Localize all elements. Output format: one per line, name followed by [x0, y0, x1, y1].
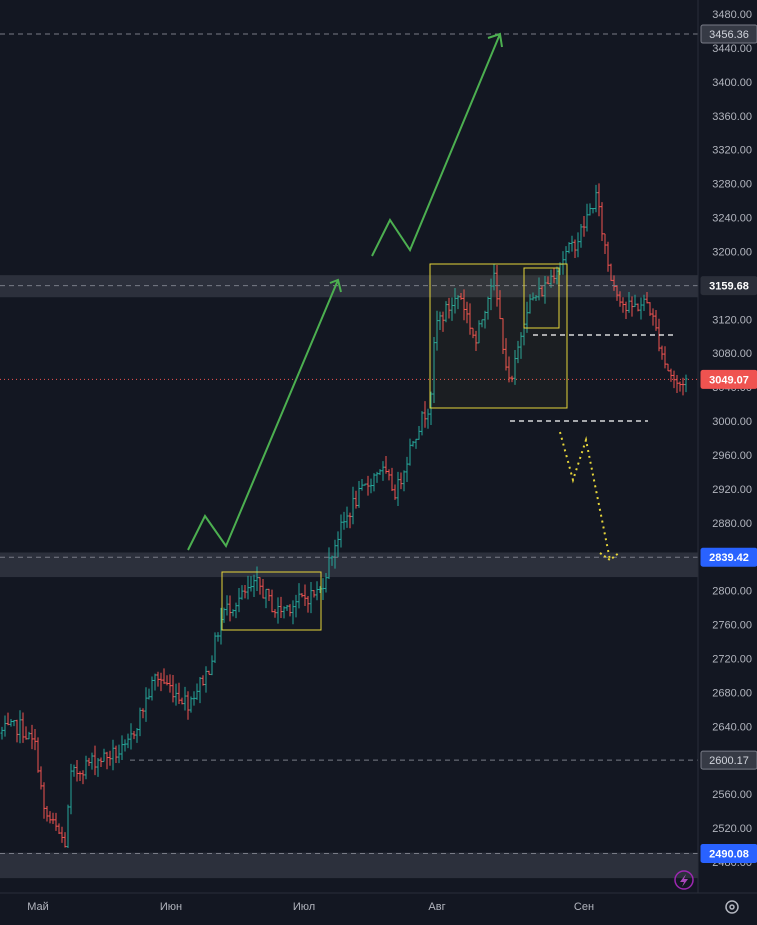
y-tick-label: 2760.00: [712, 620, 752, 632]
y-tick-label: 2960.00: [712, 450, 752, 462]
settings-icon-inner: [729, 904, 735, 910]
lightning-icon[interactable]: [674, 870, 694, 890]
arrow-head: [329, 278, 342, 293]
y-tick-label: 3080.00: [712, 348, 752, 360]
y-tick-label: 3440.00: [712, 43, 752, 55]
x-tick-label: Июл: [293, 901, 315, 913]
lightning-icon-ring: [674, 870, 694, 890]
projection-up-path: [371, 33, 501, 257]
y-tick-label: 2880.00: [712, 518, 752, 530]
y-tick-label: 3240.00: [712, 213, 752, 225]
price-label-bg: [700, 369, 757, 389]
price-label: 2839.42: [709, 552, 749, 564]
consolidation-box: [221, 571, 322, 631]
y-tick-label: 3480.00: [712, 9, 752, 21]
toolbar-icons[interactable]: [674, 870, 739, 914]
x-tick-label: Май: [27, 901, 49, 913]
y-tick-label: 3320.00: [712, 145, 752, 157]
price-zone: [0, 852, 698, 879]
consolidation-box: [523, 267, 560, 329]
y-tick-label: 2520.00: [712, 823, 752, 835]
y-tick-label: 3280.00: [712, 179, 752, 191]
price-label: 2600.17: [709, 755, 749, 767]
x-axis: Май Июн Июл Авг Сен: [0, 892, 757, 913]
y-tick-label: 3120.00: [712, 314, 752, 326]
settings-icon-outer: [725, 900, 739, 914]
x-tick-label: Сен: [574, 901, 594, 913]
y-tick-label: 2720.00: [712, 653, 752, 665]
arrow-head: [487, 32, 503, 48]
price-zone: [0, 275, 698, 298]
y-tick-label: 3200.00: [712, 246, 752, 258]
settings-icon[interactable]: [725, 900, 739, 914]
price-label-bg: [700, 276, 757, 296]
price-labels: 3456.36 3159.68 3049.07 2839.42 2600.17 2490.…: [700, 24, 757, 863]
price-label: 3049.07: [709, 374, 749, 386]
price-label-bg: [700, 750, 757, 770]
y-tick-label: 2560.00: [712, 789, 752, 801]
price-label: 3159.68: [709, 281, 749, 293]
price-label-bg: [700, 843, 757, 863]
level-lines: [0, 33, 698, 854]
annotations: [187, 32, 675, 631]
consolidation-box: [429, 263, 568, 409]
price-zones: [0, 275, 698, 879]
y-tick-label: 2640.00: [712, 721, 752, 733]
y-tick-label: 2680.00: [712, 687, 752, 699]
y-tick-label: 3400.00: [712, 77, 752, 89]
x-tick-label: Авг: [428, 901, 445, 913]
y-tick-label: 2920.00: [712, 484, 752, 496]
candles: [0, 183, 688, 849]
price-label: 2490.08: [709, 848, 749, 860]
x-tick-label: Июн: [160, 901, 182, 913]
price-zone: [0, 552, 698, 578]
projection-down-path: [559, 431, 611, 561]
price-label: 3456.36: [709, 29, 749, 41]
y-axis: 2480.002520.002560.002600.002640.002680.…: [697, 0, 752, 893]
arrow-head: [599, 551, 621, 562]
y-tick-label: 3360.00: [712, 111, 752, 123]
price-label-bg: [700, 547, 757, 567]
projection-up-path: [187, 279, 339, 551]
y-tick-label: 3000.00: [712, 416, 752, 428]
lightning-icon-bolt: [680, 874, 688, 887]
price-label-bg: [700, 24, 757, 44]
y-tick-label: 2800.00: [712, 586, 752, 598]
